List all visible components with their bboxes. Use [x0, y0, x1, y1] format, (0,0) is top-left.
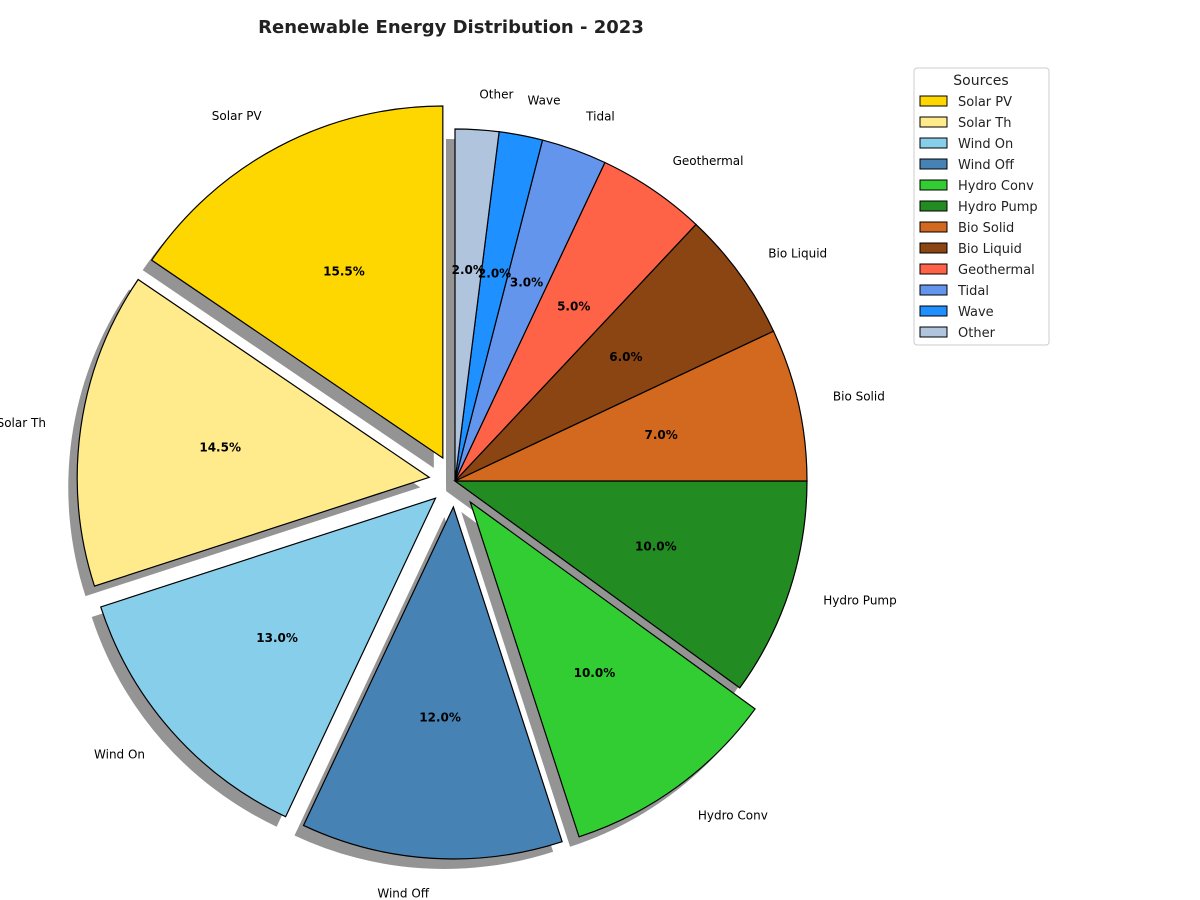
- legend-swatch-wind-on: [919, 137, 948, 149]
- slice-label-wind-on: Wind On: [94, 747, 145, 761]
- legend-swatch-tidal: [919, 284, 948, 296]
- percent-label-other: 2.0%: [452, 263, 485, 277]
- legend-label-bio-solid: Bio Solid: [958, 221, 1014, 236]
- legend-label-hydro-conv: Hydro Conv: [958, 179, 1034, 194]
- percent-label-hydro-pump: 10.0%: [635, 539, 677, 553]
- percent-label-tidal: 3.0%: [510, 275, 543, 289]
- chart-title: Renewable Energy Distribution - 2023: [258, 17, 644, 38]
- legend-label-bio-liquid: Bio Liquid: [958, 242, 1022, 257]
- legend-label-tidal: Tidal: [957, 284, 989, 299]
- slice-label-bio-solid: Bio Solid: [833, 390, 885, 404]
- legend-label-solar-th: Solar Th: [958, 116, 1011, 131]
- percent-label-wind-on: 13.0%: [256, 631, 298, 645]
- slice-label-wind-off: Wind Off: [377, 886, 429, 900]
- percent-label-hydro-conv: 10.0%: [574, 666, 616, 680]
- pie-slices: [76, 105, 808, 860]
- slice-solar-th: [76, 278, 431, 587]
- slice-other: [454, 128, 500, 482]
- legend-label-hydro-pump: Hydro Pump: [958, 200, 1038, 215]
- legend-swatch-solar-pv: [919, 95, 948, 107]
- slice-label-hydro-conv: Hydro Conv: [698, 808, 768, 822]
- legend-label-other: Other: [958, 326, 996, 341]
- legend-label-solar-pv: Solar PV: [958, 95, 1012, 110]
- legend-swatch-solar-th: [919, 116, 948, 128]
- slice-label-other: Other: [479, 88, 513, 102]
- legend-swatch-hydro-conv: [919, 179, 948, 191]
- legend-frame: [913, 67, 1050, 346]
- percent-label-wind-off: 12.0%: [419, 711, 461, 725]
- slice-label-tidal: Tidal: [585, 110, 615, 124]
- slice-labels: Solar PV Solar Th Wind On Wind Off Hydro Con…: [0, 88, 897, 900]
- percent-labels: 15.5% 14.5% 13.0% 12.0% 10.0% 10.0% 7.0% 6.0% 5.…: [199, 263, 677, 725]
- legend-swatch-other: [919, 326, 948, 338]
- slice-wind-on: [99, 497, 437, 818]
- legend-title: Sources: [953, 73, 1008, 89]
- slice-label-bio-liquid: Bio Liquid: [768, 246, 827, 260]
- slice-wind-off: [302, 505, 563, 860]
- percent-label-geothermal: 5.0%: [557, 299, 590, 313]
- slice-solar-pv: [150, 105, 444, 460]
- slice-bio-solid: [454, 330, 808, 482]
- percent-label-bio-liquid: 6.0%: [609, 350, 642, 364]
- legend-swatch-wind-off: [919, 158, 948, 170]
- slice-label-wave: Wave: [528, 94, 561, 108]
- slice-hydro-conv: [469, 500, 756, 838]
- legend-swatch-geothermal: [919, 263, 948, 275]
- slice-label-solar-pv: Solar PV: [212, 109, 263, 123]
- legend-label-wave: Wave: [958, 305, 994, 320]
- slice-bio-liquid: [454, 223, 775, 482]
- legend-items: Solar PV Solar Th Wind On Wind Off Hydro Con…: [919, 95, 1038, 341]
- legend-label-geothermal: Geothermal: [958, 263, 1035, 278]
- percent-label-bio-solid: 7.0%: [644, 428, 677, 442]
- legend-label-wind-off: Wind Off: [958, 158, 1015, 173]
- legend-swatch-hydro-pump: [919, 200, 948, 212]
- legend-swatch-bio-liquid: [919, 242, 948, 254]
- slice-label-hydro-pump: Hydro Pump: [823, 594, 897, 608]
- legend: Sources Solar PV Solar Th Wind On Wind Off H…: [913, 67, 1050, 346]
- legend-swatch-wave: [919, 305, 948, 317]
- percent-label-solar-pv: 15.5%: [323, 264, 365, 278]
- slice-label-solar-th: Solar Th: [0, 416, 46, 430]
- slice-label-geothermal: Geothermal: [673, 154, 744, 168]
- percent-label-solar-th: 14.5%: [199, 441, 241, 455]
- percent-label-wave: 2.0%: [478, 267, 511, 281]
- legend-swatch-bio-solid: [919, 221, 948, 233]
- slice-hydro-pump: [453, 480, 808, 689]
- legend-label-wind-on: Wind On: [958, 137, 1013, 152]
